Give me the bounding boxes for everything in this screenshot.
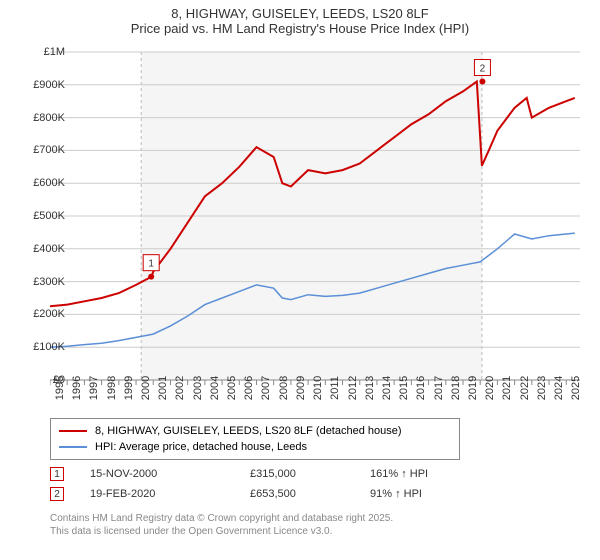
x-tick-label: 2001 [157, 376, 169, 400]
x-tick-label: 2016 [415, 376, 427, 400]
x-tick-label: 2003 [192, 376, 204, 400]
marker-row: 1 15-NOV-2000 £315,000 161% ↑ HPI [50, 464, 490, 484]
marker-badge: 1 [50, 467, 64, 481]
footnote-line: Contains HM Land Registry data © Crown c… [50, 512, 393, 525]
title-block: 8, HIGHWAY, GUISELEY, LEEDS, LS20 8LF Pr… [0, 0, 600, 40]
x-tick-label: 2000 [140, 376, 152, 400]
x-tick-label: 1999 [123, 376, 135, 400]
x-tick-label: 2019 [467, 376, 479, 400]
x-tick-label: 1998 [106, 376, 118, 400]
x-tick-label: 2015 [398, 376, 410, 400]
y-tick-label: £100K [17, 341, 65, 353]
x-tick-label: 2024 [553, 376, 565, 400]
x-tick-label: 1995 [54, 376, 66, 400]
y-tick-label: £500K [17, 210, 65, 222]
x-tick-label: 2008 [278, 376, 290, 400]
y-tick-label: £800K [17, 112, 65, 124]
legend-label: HPI: Average price, detached house, Leed… [95, 441, 307, 453]
marker-pct: 161% ↑ HPI [370, 468, 490, 480]
x-tick-label: 1997 [88, 376, 100, 400]
chart-container: 8, HIGHWAY, GUISELEY, LEEDS, LS20 8LF Pr… [0, 0, 600, 560]
x-tick-label: 2004 [209, 376, 221, 400]
footnote-line: This data is licensed under the Open Gov… [50, 525, 393, 538]
x-tick-label: 2014 [381, 376, 393, 400]
footnote: Contains HM Land Registry data © Crown c… [50, 512, 393, 538]
x-tick-label: 2005 [226, 376, 238, 400]
x-tick-label: 2002 [174, 376, 186, 400]
x-tick-label: 2020 [484, 376, 496, 400]
svg-text:1: 1 [148, 259, 154, 270]
chart-area: 12 [50, 48, 580, 408]
legend-swatch [59, 446, 87, 448]
svg-text:2: 2 [480, 64, 486, 75]
legend-label: 8, HIGHWAY, GUISELEY, LEEDS, LS20 8LF (d… [95, 425, 402, 437]
legend-box: 8, HIGHWAY, GUISELEY, LEEDS, LS20 8LF (d… [50, 418, 460, 460]
x-tick-label: 2010 [312, 376, 324, 400]
y-tick-label: £300K [17, 276, 65, 288]
title-address: 8, HIGHWAY, GUISELEY, LEEDS, LS20 8LF [0, 6, 600, 21]
y-tick-label: £200K [17, 308, 65, 320]
x-tick-label: 2012 [347, 376, 359, 400]
marker-pct: 91% ↑ HPI [370, 488, 490, 500]
x-tick-label: 2017 [433, 376, 445, 400]
y-tick-label: £600K [17, 177, 65, 189]
y-tick-label: £900K [17, 79, 65, 91]
legend-row: HPI: Average price, detached house, Leed… [59, 439, 451, 455]
title-subtitle: Price paid vs. HM Land Registry's House … [0, 21, 600, 36]
y-tick-label: £700K [17, 144, 65, 156]
x-tick-label: 2009 [295, 376, 307, 400]
x-tick-label: 2007 [260, 376, 272, 400]
y-tick-label: £1M [17, 46, 65, 58]
marker-price: £315,000 [250, 468, 370, 480]
x-tick-label: 2023 [536, 376, 548, 400]
x-tick-label: 2013 [364, 376, 376, 400]
marker-table: 1 15-NOV-2000 £315,000 161% ↑ HPI 2 19-F… [50, 464, 490, 504]
line-chart-svg: 12 [50, 48, 580, 408]
marker-price: £653,500 [250, 488, 370, 500]
x-tick-label: 2025 [570, 376, 582, 400]
x-tick-label: 2021 [501, 376, 513, 400]
x-tick-label: 2018 [450, 376, 462, 400]
x-tick-label: 2006 [243, 376, 255, 400]
marker-row: 2 19-FEB-2020 £653,500 91% ↑ HPI [50, 484, 490, 504]
legend-swatch [59, 430, 87, 432]
x-tick-label: 1996 [71, 376, 83, 400]
y-tick-label: £400K [17, 243, 65, 255]
marker-date: 19-FEB-2020 [90, 488, 250, 500]
marker-date: 15-NOV-2000 [90, 468, 250, 480]
marker-badge: 2 [50, 487, 64, 501]
x-tick-label: 2022 [519, 376, 531, 400]
legend-row: 8, HIGHWAY, GUISELEY, LEEDS, LS20 8LF (d… [59, 423, 451, 439]
x-tick-label: 2011 [329, 376, 341, 400]
